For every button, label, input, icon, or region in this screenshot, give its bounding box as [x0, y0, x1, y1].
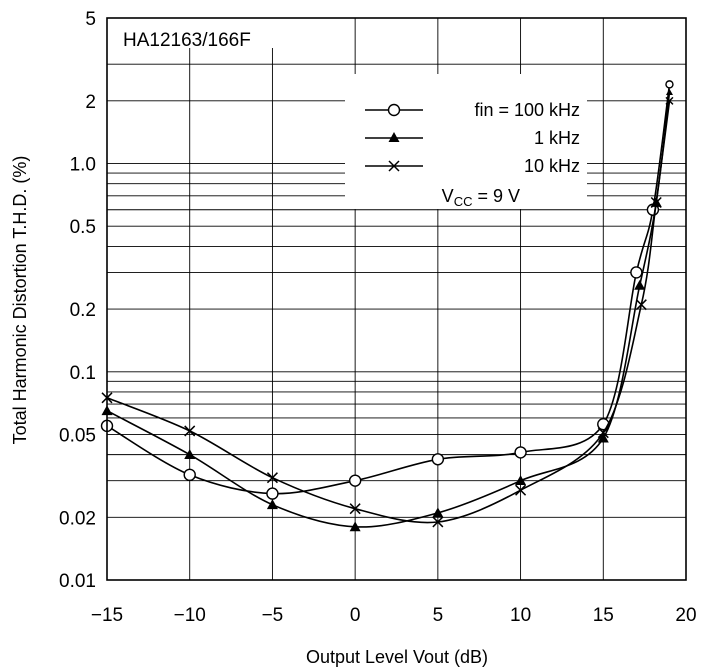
legend-backdrop — [345, 74, 587, 209]
series-line — [106, 84, 671, 495]
data-point-cross — [597, 427, 609, 439]
legend-label-100khz: fin = 100 kHz — [474, 100, 580, 120]
x-tick-label: 0 — [350, 605, 361, 626]
legend-label-10khz: 10 kHz — [524, 156, 580, 176]
data-point-cross — [665, 96, 674, 105]
data-point-cross — [184, 425, 196, 437]
data-point-circle — [665, 80, 674, 89]
data-point-triangle — [515, 475, 527, 486]
data-point-circle — [266, 487, 279, 500]
legend-marker-circle — [387, 103, 401, 117]
legend-marker-triangle — [388, 132, 400, 142]
data-point-circle — [514, 446, 527, 459]
plot-frame — [106, 17, 687, 581]
data-point-cross — [635, 299, 647, 311]
data-point-cross — [432, 516, 444, 528]
data-point-circle — [630, 266, 643, 279]
y-tick-label: 5 — [85, 9, 96, 30]
series-line — [106, 92, 671, 528]
data-point-cross — [650, 196, 662, 209]
data-point-triangle — [597, 432, 609, 443]
y-tick-label: 1.0 — [70, 155, 96, 176]
title-backdrop — [110, 14, 286, 48]
data-point-triangle — [349, 521, 361, 532]
data-point-triangle — [266, 499, 278, 510]
legend: fin = 100 kHz 1 kHz 10 kHz VCC = 9 V — [365, 100, 580, 209]
data-point-triangle — [665, 88, 673, 96]
y-tick-label: 0.05 — [59, 425, 96, 446]
legend-marker-cross — [388, 160, 400, 172]
x-tick-label: −15 — [91, 605, 123, 626]
x-tick-label: 20 — [675, 605, 696, 626]
data-point-circle — [348, 474, 362, 487]
legend-vcc: VCC = 9 V — [442, 186, 520, 209]
data-point-triangle — [184, 449, 196, 460]
legend-label-1khz: 1 kHz — [534, 128, 580, 148]
tick-labels: −15 −10 −5 0 5 10 15 20 0.01 0.02 0.05 0.1 0.2 0.5 1.0… — [59, 9, 697, 626]
data-point-triangle — [432, 507, 444, 518]
y-tick-label: 2 — [85, 92, 96, 113]
data-point-cross — [515, 484, 527, 496]
chart-title: HA12163/166F — [123, 30, 251, 51]
data-point-circle — [183, 468, 196, 482]
x-tick-label: −5 — [262, 605, 284, 626]
y-tick-label: 0.01 — [59, 571, 96, 592]
x-tick-label: 5 — [433, 605, 444, 626]
y-tick-label: 0.02 — [59, 508, 96, 529]
x-axis-title: Output Level Vout (dB) — [306, 647, 488, 667]
data-point-cross — [266, 472, 278, 484]
y-tick-label: 0.2 — [70, 300, 96, 321]
x-tick-label: −10 — [174, 605, 206, 626]
y-tick-label: 0.5 — [70, 217, 96, 238]
x-tick-label: 10 — [510, 605, 531, 626]
series-line — [106, 100, 671, 524]
data-point-triangle — [634, 279, 646, 290]
y-tick-label: 0.1 — [70, 363, 96, 384]
series — [100, 80, 674, 532]
data-point-circle — [431, 453, 445, 466]
y-axis-title: Total Harmonic Distortion T.H.D. (%) — [10, 156, 30, 445]
data-point-cross — [349, 503, 361, 515]
series-2 — [101, 96, 674, 528]
x-tick-label: 15 — [593, 605, 614, 626]
